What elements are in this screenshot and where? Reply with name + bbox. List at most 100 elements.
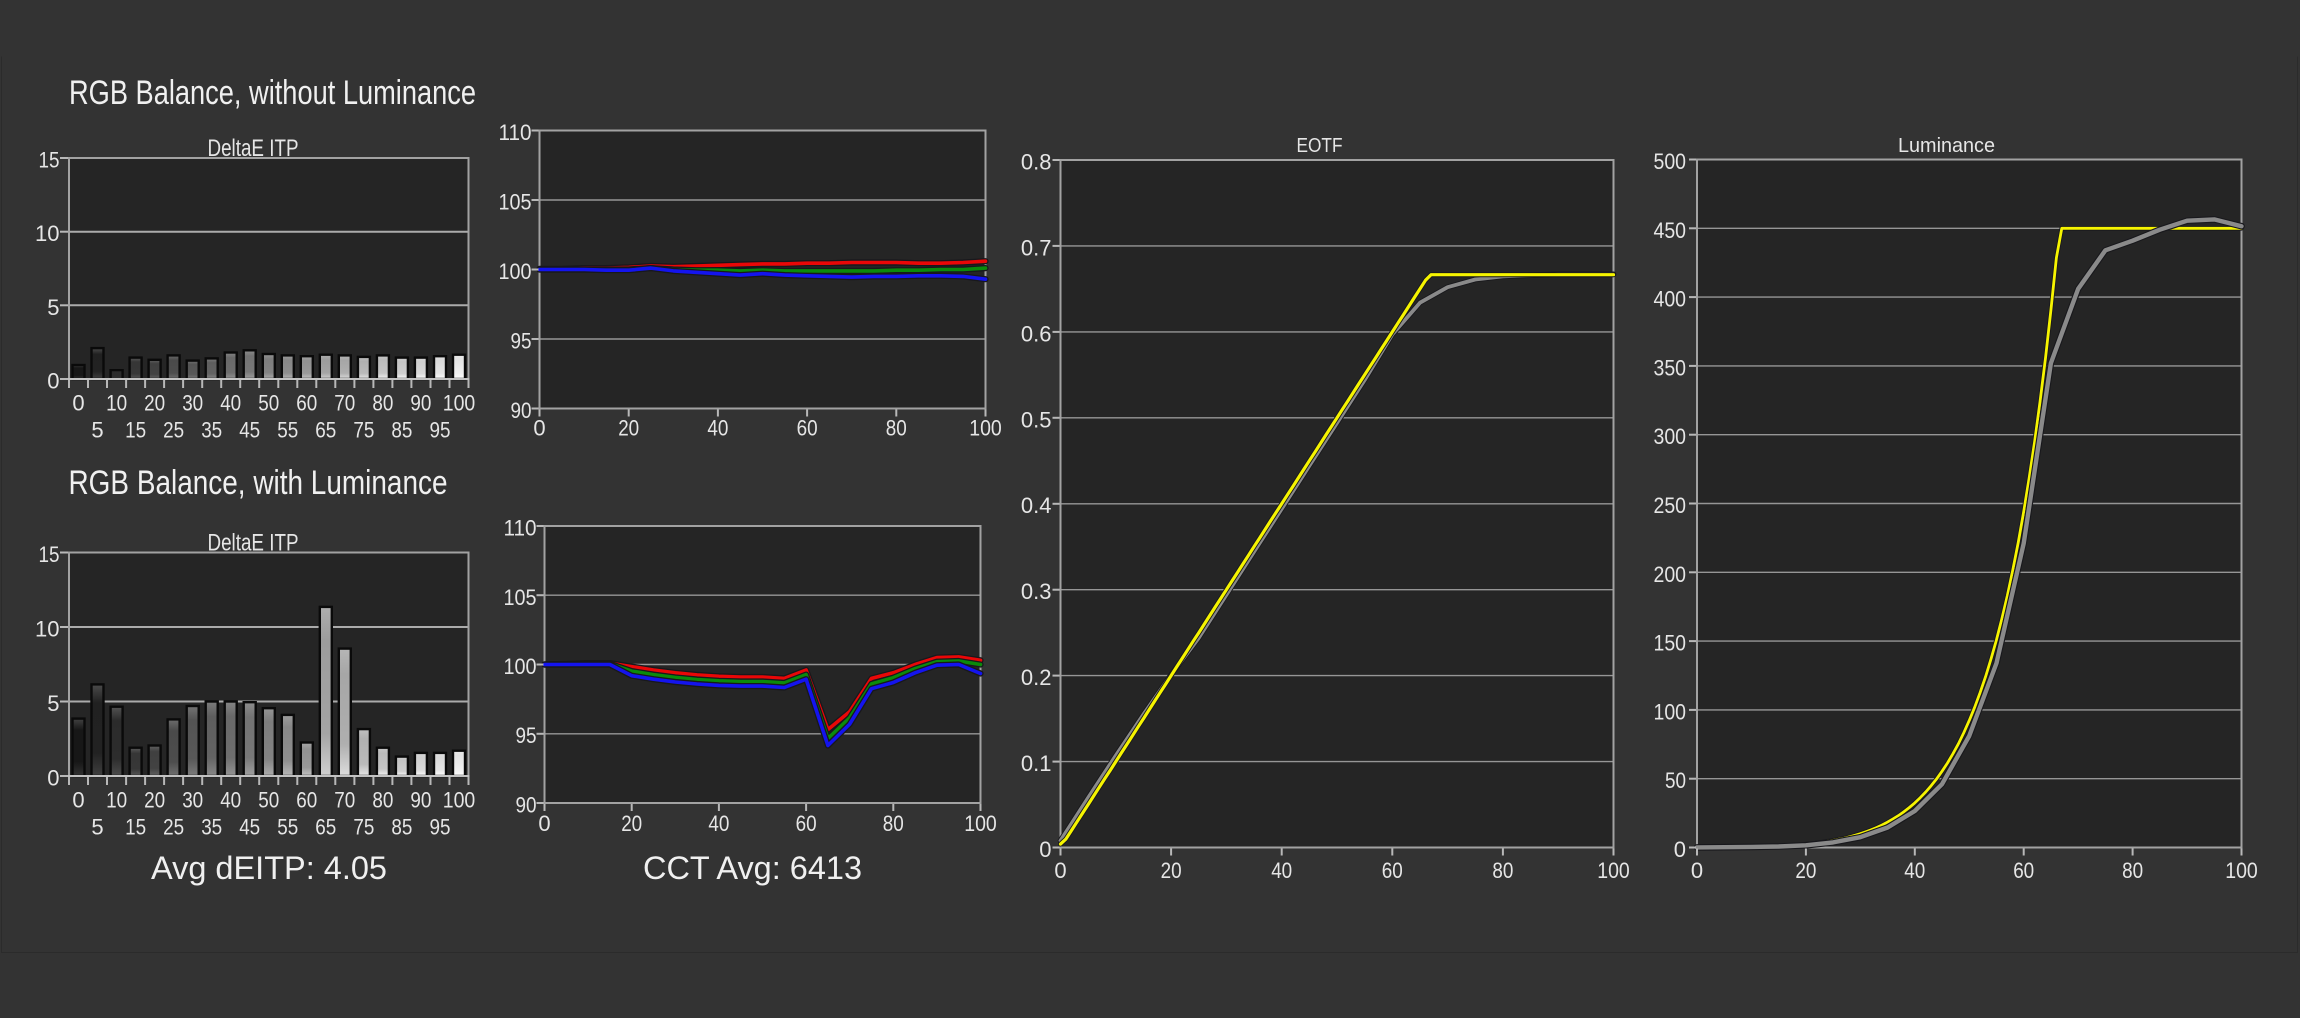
svg-text:75: 75 xyxy=(353,815,374,840)
svg-text:95: 95 xyxy=(430,418,451,443)
svg-text:10: 10 xyxy=(35,221,59,246)
svg-text:100: 100 xyxy=(1654,699,1687,724)
svg-text:70: 70 xyxy=(334,391,355,416)
svg-text:Luminance: Luminance xyxy=(1898,135,1995,157)
svg-text:20: 20 xyxy=(144,788,165,813)
svg-text:250: 250 xyxy=(1654,493,1687,518)
svg-text:20: 20 xyxy=(621,811,642,836)
svg-text:40: 40 xyxy=(220,391,241,416)
svg-text:95: 95 xyxy=(511,329,532,354)
svg-text:10: 10 xyxy=(106,788,127,813)
svg-text:0: 0 xyxy=(1039,837,1051,862)
svg-text:50: 50 xyxy=(1665,768,1686,793)
svg-text:15: 15 xyxy=(125,418,146,443)
svg-text:0.3: 0.3 xyxy=(1021,579,1052,604)
svg-text:0: 0 xyxy=(1054,858,1066,883)
svg-text:0: 0 xyxy=(533,416,545,441)
svg-text:100: 100 xyxy=(499,259,532,284)
svg-text:200: 200 xyxy=(1654,562,1687,587)
svg-text:35: 35 xyxy=(201,815,222,840)
svg-text:15: 15 xyxy=(39,148,60,173)
svg-text:70: 70 xyxy=(334,788,355,813)
svg-text:30: 30 xyxy=(182,391,203,416)
svg-text:350: 350 xyxy=(1654,355,1687,380)
svg-text:0.5: 0.5 xyxy=(1021,407,1052,432)
svg-text:5: 5 xyxy=(91,418,103,443)
svg-text:0.4: 0.4 xyxy=(1021,493,1052,518)
svg-text:0: 0 xyxy=(538,811,550,836)
svg-text:20: 20 xyxy=(618,416,639,441)
svg-text:100: 100 xyxy=(964,811,997,836)
svg-text:90: 90 xyxy=(516,793,537,818)
svg-text:0: 0 xyxy=(72,391,84,416)
svg-text:300: 300 xyxy=(1654,424,1687,449)
svg-text:65: 65 xyxy=(315,418,336,443)
svg-text:55: 55 xyxy=(277,815,298,840)
svg-text:100: 100 xyxy=(2225,858,2258,883)
svg-text:110: 110 xyxy=(504,516,537,541)
svg-text:105: 105 xyxy=(499,190,532,215)
svg-text:0.8: 0.8 xyxy=(1021,150,1052,175)
svg-text:EOTF: EOTF xyxy=(1297,135,1343,157)
svg-text:20: 20 xyxy=(144,391,165,416)
svg-text:105: 105 xyxy=(504,585,537,610)
svg-text:60: 60 xyxy=(296,391,317,416)
svg-text:DeltaE ITP: DeltaE ITP xyxy=(208,135,299,162)
svg-text:90: 90 xyxy=(410,391,431,416)
svg-text:RGB Balance, with Luminance: RGB Balance, with Luminance xyxy=(69,464,448,502)
svg-text:150: 150 xyxy=(1654,631,1687,656)
svg-text:40: 40 xyxy=(708,811,729,836)
svg-text:40: 40 xyxy=(707,416,728,441)
svg-text:25: 25 xyxy=(163,418,184,443)
svg-text:60: 60 xyxy=(2013,858,2034,883)
svg-text:10: 10 xyxy=(35,617,59,642)
svg-text:80: 80 xyxy=(1492,858,1513,883)
svg-text:80: 80 xyxy=(883,811,904,836)
svg-text:CCT Avg: 6413: CCT Avg: 6413 xyxy=(643,850,862,886)
svg-text:0.6: 0.6 xyxy=(1021,321,1052,346)
svg-text:110: 110 xyxy=(499,120,532,145)
svg-text:500: 500 xyxy=(1654,149,1687,174)
svg-text:35: 35 xyxy=(201,418,222,443)
svg-text:20: 20 xyxy=(1161,858,1182,883)
svg-text:DeltaE ITP: DeltaE ITP xyxy=(208,530,299,557)
svg-text:5: 5 xyxy=(47,691,59,716)
svg-text:100: 100 xyxy=(443,391,476,416)
svg-text:30: 30 xyxy=(182,788,203,813)
svg-text:0: 0 xyxy=(47,369,59,394)
svg-text:90: 90 xyxy=(511,398,532,423)
svg-text:85: 85 xyxy=(391,815,412,840)
svg-text:25: 25 xyxy=(163,815,184,840)
svg-text:40: 40 xyxy=(220,788,241,813)
svg-text:75: 75 xyxy=(353,418,374,443)
svg-text:95: 95 xyxy=(516,723,537,748)
svg-text:0.2: 0.2 xyxy=(1021,665,1052,690)
svg-text:450: 450 xyxy=(1654,218,1687,243)
svg-text:55: 55 xyxy=(277,418,298,443)
svg-text:400: 400 xyxy=(1654,287,1687,312)
svg-text:20: 20 xyxy=(1795,858,1816,883)
svg-text:50: 50 xyxy=(258,391,279,416)
svg-text:65: 65 xyxy=(315,815,336,840)
svg-text:0.7: 0.7 xyxy=(1021,235,1052,260)
svg-text:100: 100 xyxy=(443,788,476,813)
svg-text:0: 0 xyxy=(1674,837,1686,862)
svg-text:80: 80 xyxy=(372,391,393,416)
svg-text:50: 50 xyxy=(258,788,279,813)
svg-text:45: 45 xyxy=(239,418,260,443)
svg-text:0: 0 xyxy=(47,766,59,791)
svg-text:45: 45 xyxy=(239,815,260,840)
svg-text:80: 80 xyxy=(2122,858,2143,883)
svg-text:90: 90 xyxy=(410,788,431,813)
svg-text:Avg dEITP: 4.05: Avg dEITP: 4.05 xyxy=(151,850,387,886)
svg-text:80: 80 xyxy=(372,788,393,813)
svg-text:0.1: 0.1 xyxy=(1021,751,1052,776)
svg-text:40: 40 xyxy=(1904,858,1925,883)
svg-text:0: 0 xyxy=(1691,858,1703,883)
svg-text:40: 40 xyxy=(1271,858,1292,883)
svg-text:60: 60 xyxy=(797,416,818,441)
svg-text:60: 60 xyxy=(296,788,317,813)
svg-text:60: 60 xyxy=(1382,858,1403,883)
svg-text:RGB Balance, without Luminance: RGB Balance, without Luminance xyxy=(69,74,476,112)
svg-text:95: 95 xyxy=(430,815,451,840)
